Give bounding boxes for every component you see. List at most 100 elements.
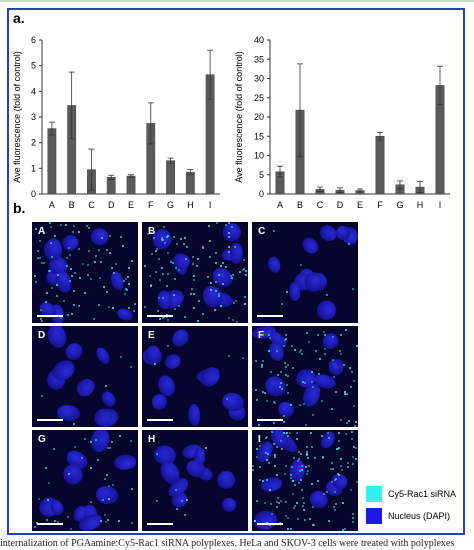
siRNA-puncta <box>342 502 345 505</box>
siRNA-puncta <box>334 479 337 482</box>
siRNA-puncta <box>302 502 305 505</box>
siRNA-puncta <box>306 445 309 448</box>
siRNA-puncta <box>351 371 354 374</box>
micrograph-label: C <box>258 226 266 237</box>
siRNA-puncta <box>125 287 128 290</box>
siRNA-puncta <box>152 237 155 240</box>
chart-skov3: Ave fluorescence (fold of control) 0 5 10 15… <box>234 35 450 210</box>
micrograph-I: I <box>252 430 358 531</box>
siRNA-puncta <box>290 527 293 530</box>
siRNA-puncta <box>352 517 355 520</box>
siRNA-puncta <box>149 274 152 277</box>
siRNA-puncta <box>254 359 257 362</box>
micrograph-label: G <box>38 434 46 445</box>
siRNA-puncta <box>130 259 133 262</box>
siRNA-puncta <box>161 238 164 241</box>
siRNA-puncta <box>351 288 354 291</box>
siRNA-puncta <box>255 500 258 503</box>
siRNA-puncta <box>289 476 292 479</box>
siRNA-puncta <box>155 247 158 250</box>
siRNA-puncta <box>47 482 50 485</box>
siRNA-puncta <box>185 246 188 249</box>
siRNA-puncta <box>283 420 286 423</box>
siRNA-puncta <box>98 304 101 307</box>
siRNA-puncta <box>166 345 169 348</box>
siRNA-puncta <box>291 465 294 468</box>
siRNA-puncta <box>216 222 219 225</box>
y-tick-label: 10 <box>254 151 264 161</box>
siRNA-puncta <box>77 305 80 307</box>
siRNA-puncta <box>72 303 75 306</box>
micrograph-F: F <box>252 326 358 427</box>
siRNA-puncta <box>106 474 109 477</box>
siRNA-puncta <box>103 513 106 516</box>
siRNA-puncta <box>346 465 349 468</box>
siRNA-puncta <box>332 505 335 508</box>
siRNA-puncta <box>195 264 198 267</box>
siRNA-puncta <box>340 465 343 468</box>
siRNA-puncta <box>303 519 306 522</box>
siRNA-puncta <box>228 250 231 253</box>
siRNA-puncta <box>190 287 193 290</box>
siRNA-puncta <box>128 266 131 269</box>
siRNA-puncta <box>286 435 289 438</box>
siRNA-puncta <box>287 375 290 378</box>
siRNA-puncta <box>41 226 44 229</box>
siRNA-puncta <box>42 262 45 265</box>
siRNA-puncta <box>351 513 354 516</box>
siRNA-puncta <box>108 252 111 255</box>
siRNA-puncta <box>335 448 338 451</box>
siRNA-puncta <box>324 353 327 356</box>
nucleus <box>261 372 290 400</box>
siRNA-puncta <box>215 280 218 283</box>
siRNA-puncta <box>345 421 348 424</box>
siRNA-puncta <box>245 269 248 272</box>
siRNA-puncta <box>35 281 38 284</box>
bar-D <box>106 177 116 195</box>
micrograph-G: G <box>32 430 138 531</box>
x-tick-label-B: B <box>69 200 75 210</box>
siRNA-puncta <box>310 431 313 434</box>
siRNA-puncta <box>89 278 92 281</box>
siRNA-puncta <box>323 334 326 337</box>
siRNA-puncta <box>255 448 258 451</box>
micrograph-B: B <box>142 222 248 323</box>
siRNA-puncta <box>283 414 286 417</box>
siRNA-puncta <box>86 274 89 277</box>
siRNA-puncta <box>178 269 181 272</box>
siRNA-puncta <box>81 263 84 266</box>
legend-swatch-dapi <box>366 508 382 524</box>
siRNA-puncta <box>172 262 175 265</box>
siRNA-puncta <box>180 238 183 241</box>
siRNA-puncta <box>166 273 169 276</box>
y-tick-label: 3 <box>31 112 36 122</box>
nucleus <box>319 329 342 352</box>
x-tick-label-A: A <box>49 200 55 210</box>
siRNA-puncta <box>68 473 71 476</box>
siRNA-puncta <box>340 418 342 421</box>
siRNA-puncta <box>300 349 303 352</box>
siRNA-puncta <box>115 262 118 265</box>
scale-bar <box>257 315 283 317</box>
siRNA-puncta <box>353 424 356 427</box>
siRNA-puncta <box>158 318 161 321</box>
siRNA-puncta <box>275 349 278 352</box>
siRNA-puncta <box>197 320 200 323</box>
siRNA-puncta <box>208 255 211 258</box>
siRNA-puncta <box>298 458 301 461</box>
siRNA-puncta <box>215 290 218 292</box>
siRNA-puncta <box>318 358 321 361</box>
siRNA-puncta <box>266 479 269 482</box>
siRNA-puncta <box>257 435 260 438</box>
siRNA-puncta <box>47 499 50 502</box>
siRNA-puncta <box>176 242 179 245</box>
siRNA-puncta <box>33 525 36 528</box>
siRNA-puncta <box>297 459 299 462</box>
siRNA-puncta <box>308 517 311 520</box>
siRNA-puncta <box>189 292 192 295</box>
siRNA-puncta <box>52 447 55 450</box>
siRNA-puncta <box>96 458 99 461</box>
siRNA-puncta <box>44 466 47 469</box>
siRNA-puncta <box>224 223 227 226</box>
siRNA-puncta <box>165 313 168 316</box>
